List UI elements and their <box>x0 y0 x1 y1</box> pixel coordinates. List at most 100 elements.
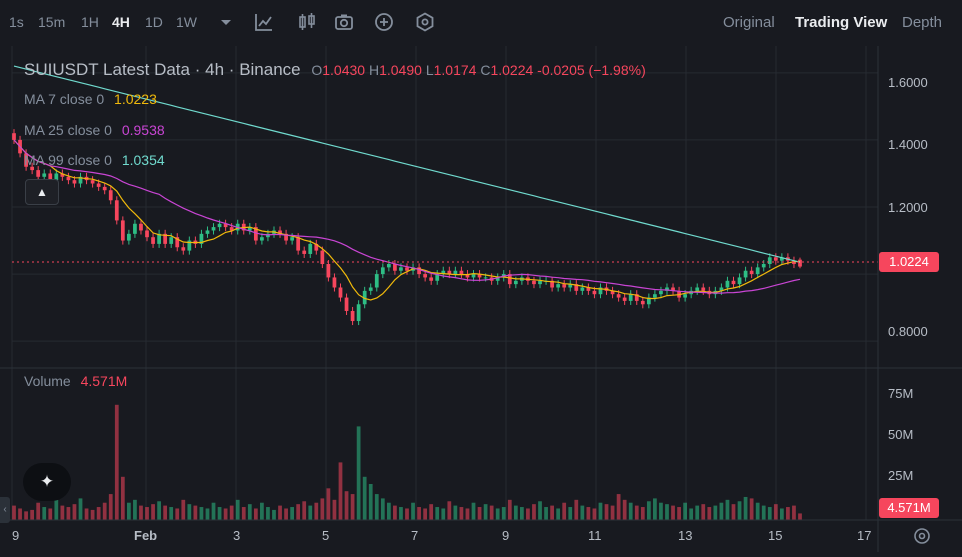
volume-bar <box>574 499 579 520</box>
candle <box>78 172 83 188</box>
candle-body <box>386 264 391 268</box>
time-label: 15 <box>768 528 782 543</box>
interval-1h[interactable]: 1H <box>81 14 99 30</box>
volume-bar <box>332 499 337 520</box>
add-icon[interactable] <box>373 11 395 33</box>
indicator-icon[interactable] <box>253 11 275 33</box>
volume-bar <box>36 502 41 520</box>
volume-tick: 25M <box>888 468 913 483</box>
chart-area[interactable]: 1.6000 1.4000 1.2000 0.8000 75M 50M 25M … <box>0 46 962 552</box>
candle-body <box>737 277 742 285</box>
volume-bar <box>465 508 470 520</box>
candle <box>574 280 579 295</box>
symbol-title: SUIUSDT Latest Data <box>24 60 190 79</box>
volume-bar <box>127 502 131 520</box>
candle-body <box>453 270 458 275</box>
volume-bar <box>513 505 518 520</box>
volume-bar <box>743 496 748 520</box>
volume-bar <box>380 498 385 520</box>
volume-bar <box>241 507 246 520</box>
interval-1s[interactable]: 1s <box>9 14 24 30</box>
volume-bar <box>260 502 264 520</box>
volume-bar <box>169 507 174 520</box>
scroll-left-handle[interactable]: ‹ <box>0 497 10 523</box>
candle-body <box>798 259 802 267</box>
candle <box>90 176 95 188</box>
settings-icon[interactable] <box>414 11 436 33</box>
candle-body <box>447 270 452 275</box>
ma7-legend[interactable]: MA 7 close 0 1.0223 <box>24 91 157 107</box>
volume-legend[interactable]: Volume 4.571M <box>24 373 127 389</box>
volume-bar <box>779 508 784 520</box>
candle-body <box>187 240 192 251</box>
candle-body <box>332 277 337 288</box>
collapse-legend-button[interactable]: ▲ <box>25 179 59 205</box>
volume-bar <box>616 494 621 520</box>
volume-bar <box>314 502 319 520</box>
settings-gear-icon[interactable] <box>914 528 930 544</box>
candle <box>749 266 754 279</box>
volume-bar <box>211 502 216 520</box>
candle <box>610 286 615 299</box>
ma7-label: MA 7 close 0 <box>24 91 105 107</box>
candle <box>114 196 119 225</box>
volume-bar <box>429 504 434 520</box>
chevron-down-icon[interactable] <box>215 11 237 33</box>
chart-type-icon[interactable] <box>296 11 318 33</box>
candle-body <box>659 290 663 295</box>
price-chart[interactable]: 1.6000 1.4000 1.2000 0.8000 75M 50M 25M … <box>0 46 962 552</box>
interval-1w[interactable]: 1W <box>176 14 197 30</box>
volume-bar <box>634 505 639 520</box>
volume-bar <box>24 511 28 520</box>
ma25-legend[interactable]: MA 25 close 0 0.9538 <box>24 122 165 138</box>
volume-bar <box>302 501 307 520</box>
chevron-left-icon: ‹ <box>3 504 7 515</box>
volume-bar <box>272 509 276 520</box>
candle-body <box>459 270 464 275</box>
candle-body <box>78 176 83 184</box>
volume-bar <box>66 507 71 520</box>
candle <box>187 236 192 255</box>
volume-bar <box>628 502 633 520</box>
candle <box>779 253 784 265</box>
last-volume-tag: 4.571M <box>879 498 939 518</box>
view-original[interactable]: Original <box>723 14 775 31</box>
candle-body <box>755 267 760 275</box>
candle-body <box>761 264 766 268</box>
candle <box>743 266 748 282</box>
interval-1d[interactable]: 1D <box>145 14 163 30</box>
candle <box>695 283 700 295</box>
volume-bar <box>393 505 397 520</box>
candle-body <box>550 280 554 288</box>
volume-bar <box>749 498 754 520</box>
interval-4h[interactable]: 4H <box>112 14 130 30</box>
candle <box>284 229 288 245</box>
candle-body <box>562 284 567 288</box>
chart-header: SUIUSDT Latest Data · 4h · Binance O1.04… <box>24 60 646 80</box>
candle-body <box>556 284 561 288</box>
candle-body <box>580 287 585 291</box>
volume-bar <box>308 505 313 520</box>
candle-body <box>592 290 597 295</box>
candle-body <box>495 277 500 281</box>
top-toolbar: 1s 15m 1H 4H 1D 1W Original Trading View… <box>0 0 962 46</box>
view-depth[interactable]: Depth <box>902 14 943 31</box>
candle-body <box>665 287 669 291</box>
candle <box>332 273 337 292</box>
view-trading-view[interactable]: Trading View <box>795 14 888 31</box>
separator: · <box>194 60 201 79</box>
volume-bar <box>689 508 694 520</box>
low-label: L <box>425 62 434 78</box>
tradingview-logo[interactable]: ✦ <box>23 463 71 501</box>
candle-body <box>290 237 294 241</box>
candle <box>580 283 585 295</box>
camera-icon[interactable] <box>333 11 355 33</box>
volume-bar <box>12 505 16 520</box>
interval-15m[interactable]: 15m <box>38 14 66 30</box>
candle-body <box>253 227 258 241</box>
ma99-legend[interactable]: MA 99 close 0 1.0354 <box>24 152 165 168</box>
candle-body <box>296 237 301 251</box>
candle-body <box>598 287 603 295</box>
volume-bar <box>290 507 294 520</box>
time-label: 17 <box>857 528 871 543</box>
